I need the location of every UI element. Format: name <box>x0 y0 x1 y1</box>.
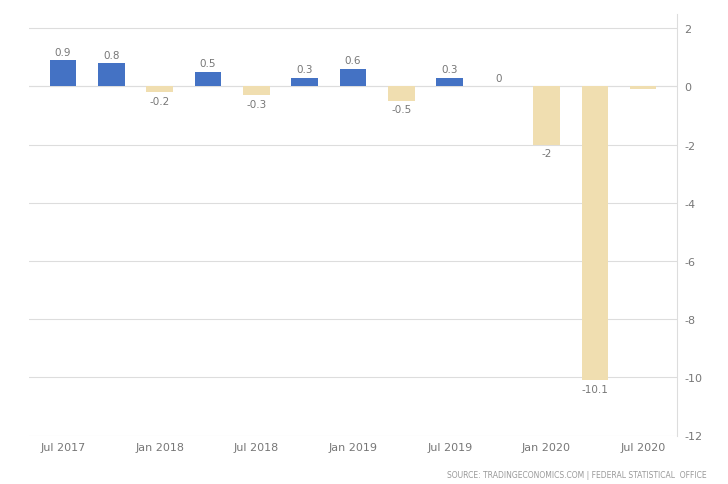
Bar <box>388 87 415 102</box>
Bar <box>50 61 76 87</box>
Bar <box>533 87 560 145</box>
Bar <box>98 64 124 87</box>
Text: SOURCE: TRADINGECONOMICS.COM | FEDERAL STATISTICAL  OFFICE: SOURCE: TRADINGECONOMICS.COM | FEDERAL S… <box>446 470 706 479</box>
Text: -2: -2 <box>542 149 552 159</box>
Bar <box>291 78 318 87</box>
Text: 0.6: 0.6 <box>345 56 361 66</box>
Bar <box>630 87 657 90</box>
Text: 0.3: 0.3 <box>296 65 313 75</box>
Text: 0.8: 0.8 <box>103 50 119 60</box>
Text: 0.3: 0.3 <box>442 65 458 75</box>
Text: -0.3: -0.3 <box>246 99 266 109</box>
Bar <box>582 87 608 380</box>
Text: -10.1: -10.1 <box>582 384 609 394</box>
Bar <box>146 87 173 93</box>
Text: 0: 0 <box>495 74 502 84</box>
Bar <box>437 78 463 87</box>
Text: 0.9: 0.9 <box>55 47 71 58</box>
Bar <box>243 87 269 96</box>
Text: 0.5: 0.5 <box>199 59 216 69</box>
Text: -0.5: -0.5 <box>392 105 411 115</box>
Text: -0.2: -0.2 <box>149 96 170 106</box>
Bar <box>340 70 366 87</box>
Bar <box>194 73 221 87</box>
